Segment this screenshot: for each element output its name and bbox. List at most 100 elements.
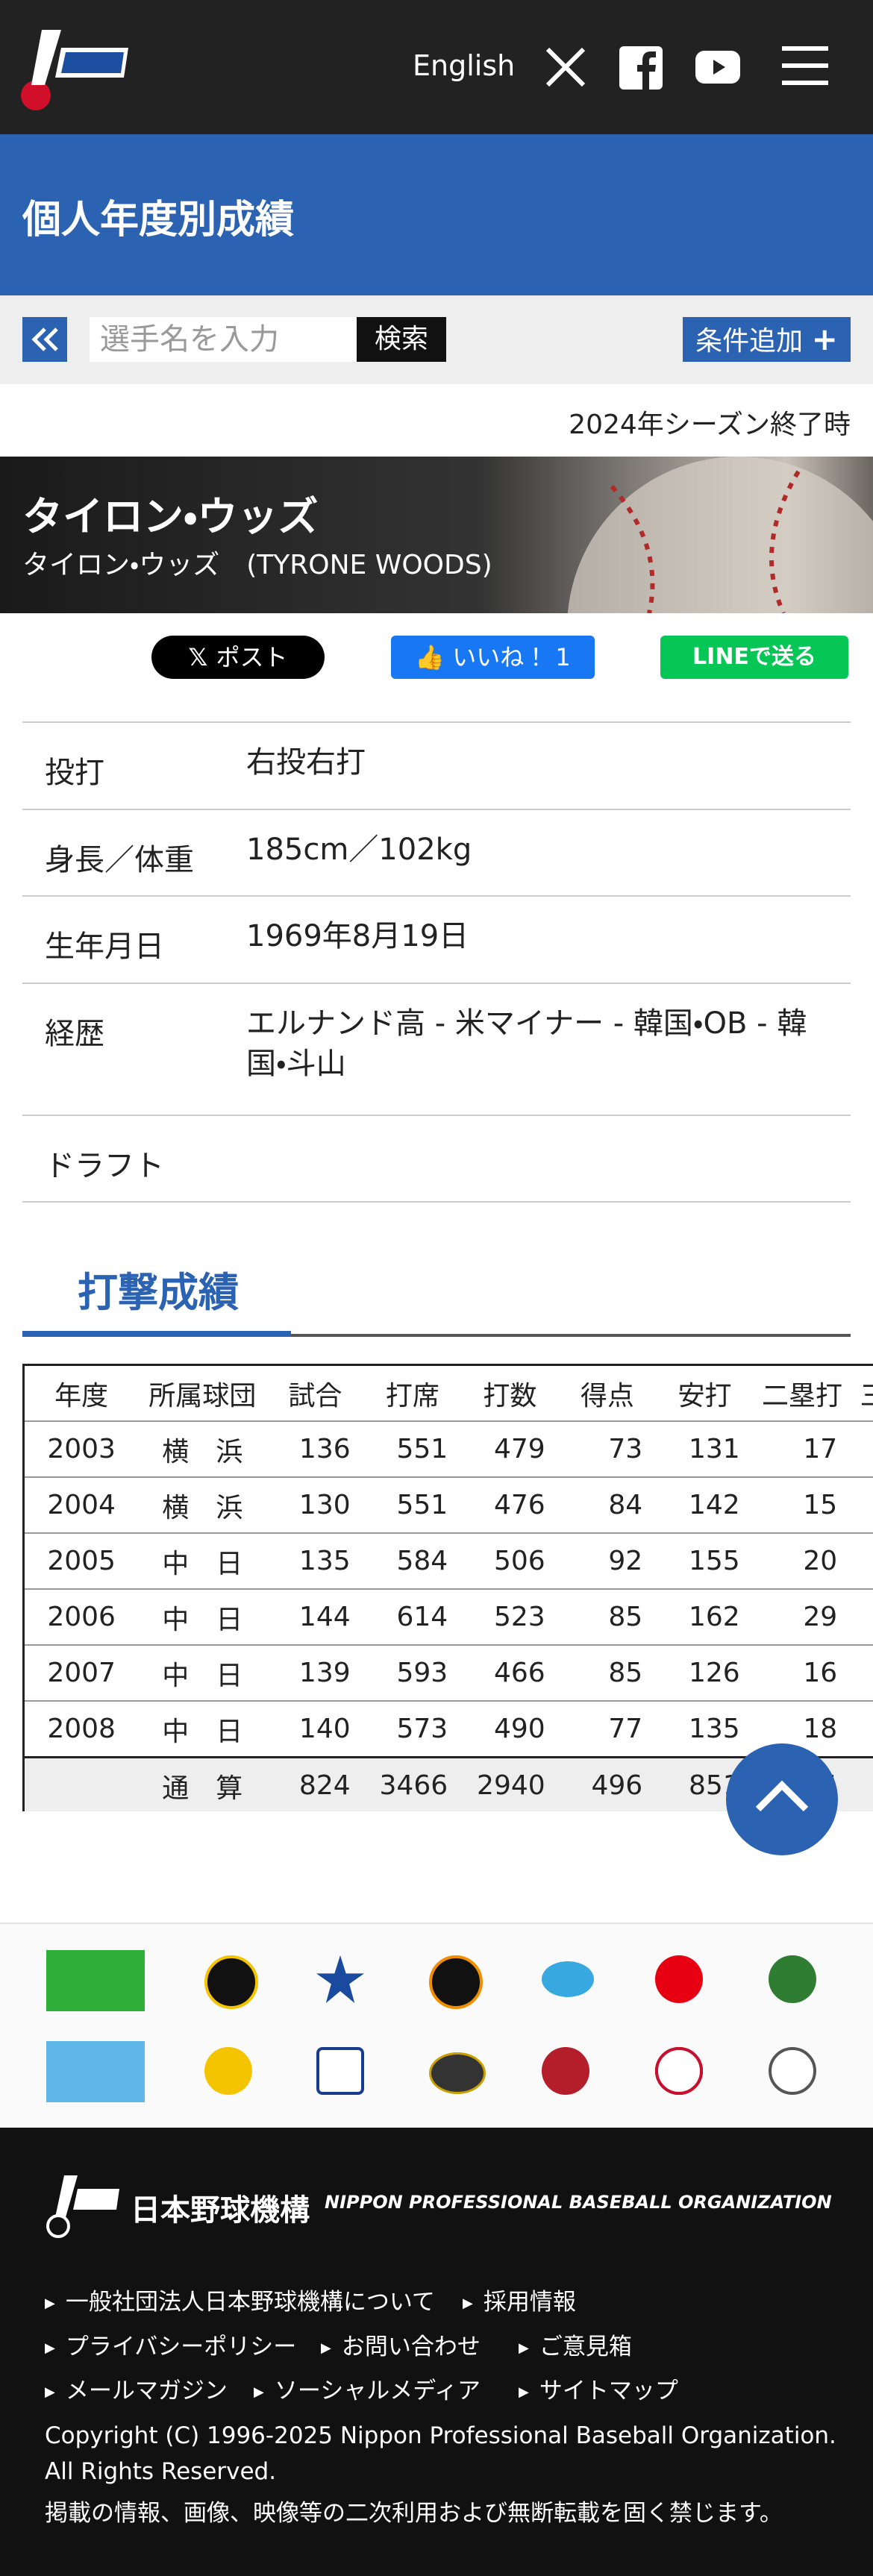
stats-cell: 0: [851, 1589, 873, 1646]
post-button[interactable]: 𝕏 ポスト: [151, 636, 325, 679]
stats-cell: 551: [363, 1477, 462, 1534]
stats-cell: 162: [656, 1589, 754, 1646]
footer-link-text: サイトマップ: [539, 2378, 678, 2404]
youtube-icon[interactable]: [695, 51, 740, 84]
profile-label: 身長／体重: [45, 843, 194, 877]
scroll-top-button[interactable]: [726, 1743, 838, 1855]
column-header: 年度: [25, 1364, 139, 1422]
profile-rule: [22, 1201, 851, 1203]
team-logo[interactable]: [769, 1955, 816, 2003]
total-label: 通 算: [138, 1757, 267, 1811]
stats-cell: 16: [753, 1645, 851, 1702]
stats-cell: 135: [266, 1533, 364, 1590]
footer-org-en: NIPPON PROFESSIONAL BASEBALL ORGANIZATIO…: [325, 2192, 832, 2213]
footer-link[interactable]: ▶ ソーシャルメディア: [254, 2378, 481, 2404]
copyright-line: All Rights Reserved.: [45, 2458, 277, 2485]
footer-logo[interactable]: [45, 2172, 119, 2240]
stats-cell: 0: [851, 1421, 873, 1478]
profile-rule: [22, 983, 851, 984]
team-logo[interactable]: [46, 2041, 145, 2102]
line-button[interactable]: LINEで送る: [660, 636, 848, 679]
column-header: 安打: [656, 1364, 754, 1422]
search-button[interactable]: 検索: [357, 317, 446, 362]
stats-cell: 横 浜: [138, 1477, 267, 1534]
team-logo[interactable]: [316, 1955, 364, 2003]
menu-icon[interactable]: [782, 46, 828, 85]
stats-cell: 85: [558, 1589, 657, 1646]
stats-cell: 2008: [25, 1701, 139, 1758]
facebook-icon[interactable]: [619, 46, 663, 90]
total-cell: 3466: [363, 1757, 462, 1811]
stats-cell: 136: [266, 1421, 364, 1478]
x-icon[interactable]: [545, 46, 586, 88]
stats-cell: 73: [558, 1421, 657, 1478]
stats-cell: 17: [753, 1421, 851, 1478]
stats-table: 年度所属球団試合打席打数得点安打二塁打三塁打2003横 浜13655147973…: [25, 1364, 873, 1811]
team-logos: [0, 1922, 873, 2129]
stats-cell: 29: [753, 1589, 851, 1646]
like-button[interactable]: 👍 いいね！ 1: [391, 636, 595, 679]
stats-cell: 131: [656, 1421, 754, 1478]
footer-link-text: 一般社団法人日本野球機構について: [65, 2289, 435, 2316]
total-cell: 2940: [461, 1757, 559, 1811]
stats-cell: 593: [363, 1645, 462, 1702]
stats-cell: 2005: [25, 1533, 139, 1590]
search-input[interactable]: 選手名を入力: [90, 317, 357, 362]
profile-value: エルナンド高 - 米マイナー - 韓国・OB - 韓国・斗山: [246, 1006, 807, 1081]
stats-cell: 中 日: [138, 1701, 267, 1758]
npb-logo[interactable]: [19, 27, 131, 113]
profile-rule: [22, 895, 851, 897]
stats-cell: 506: [461, 1533, 559, 1590]
baseball-image: [567, 457, 873, 613]
team-logo[interactable]: [542, 2047, 589, 2095]
stats-cell: 0: [851, 1701, 873, 1758]
team-logo[interactable]: [204, 1955, 258, 2009]
profile-label: 投打: [45, 756, 104, 790]
team-logo[interactable]: [46, 1950, 145, 2011]
team-logo[interactable]: [655, 1955, 703, 2003]
team-logo[interactable]: [429, 1955, 483, 2009]
player-name-en: タイロン・ウッズ (TYRONE WOODS): [22, 550, 492, 580]
add-condition-button[interactable]: 条件追加 +: [683, 317, 851, 362]
column-header: 試合: [266, 1364, 364, 1422]
footer-link[interactable]: ▶ サイトマップ: [519, 2378, 678, 2404]
footer-link[interactable]: ▶ メールマガジン: [45, 2378, 228, 2404]
team-logo[interactable]: [316, 2047, 364, 2095]
stats-cell: 15: [753, 1477, 851, 1534]
footer-link[interactable]: ▶ お問い合わせ: [321, 2334, 481, 2360]
footer-link[interactable]: ▶ 一般社団法人日本野球機構について: [45, 2289, 435, 2316]
stats-cell: 573: [363, 1701, 462, 1758]
language-link[interactable]: English: [413, 49, 516, 82]
stats-cell: 2003: [25, 1421, 139, 1478]
back-button[interactable]: [22, 317, 67, 362]
profile-label: 経歴: [45, 1017, 104, 1051]
team-logo[interactable]: [204, 2047, 252, 2095]
total-row: 通 算824346629404968511150: [25, 1757, 873, 1811]
season-note: 2024年シーズン終了時: [569, 410, 851, 440]
stats-cell: 中 日: [138, 1589, 267, 1646]
stats-cell: 142: [656, 1477, 754, 1534]
footer-org: 日本野球機構: [131, 2193, 310, 2228]
header-row: 年度所属球団試合打席打数得点安打二塁打三塁打: [25, 1364, 873, 1422]
copyright-line: 掲載の情報、画像、映像等の二次利用および無断転載を固く禁じます。: [45, 2500, 783, 2527]
copyright-line: Copyright (C) 1996-2025 Nippon Professio…: [45, 2422, 836, 2449]
team-logo[interactable]: [429, 2052, 486, 2094]
stats-cell: 横 浜: [138, 1421, 267, 1478]
footer: 日本野球機構 NIPPON PROFESSIONAL BASEBALL ORGA…: [0, 2128, 873, 2576]
column-header: 所属球団: [138, 1364, 267, 1422]
stats-cell: 135: [656, 1701, 754, 1758]
team-logo[interactable]: [542, 1961, 594, 1997]
team-logo[interactable]: [655, 2047, 703, 2095]
profile-value: 185cm／102kg: [246, 833, 472, 867]
footer-link[interactable]: ▶ ご意見箱: [519, 2334, 632, 2360]
stats-cell: 490: [461, 1701, 559, 1758]
footer-link[interactable]: ▶ 採用情報: [463, 2289, 576, 2316]
team-logo[interactable]: [769, 2047, 816, 2095]
footer-link[interactable]: ▶ プライバシーポリシー: [45, 2334, 297, 2360]
total-cell: 496: [558, 1757, 657, 1811]
